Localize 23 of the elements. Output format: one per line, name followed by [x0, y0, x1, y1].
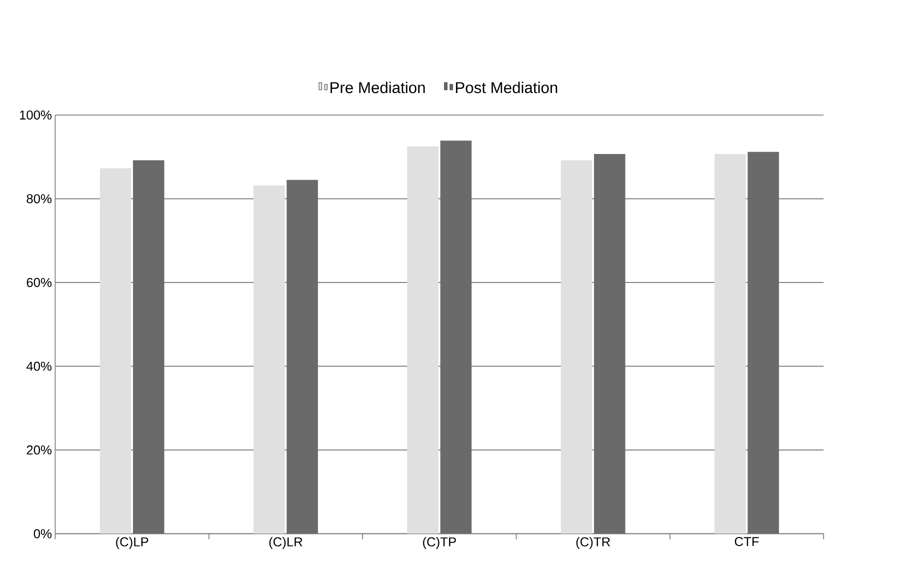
bar	[748, 152, 779, 534]
bar	[132, 160, 164, 534]
bar	[594, 154, 626, 534]
x-tick-label: (C)TP	[423, 536, 456, 549]
legend-label: Post Mediation	[456, 82, 558, 94]
bar	[286, 180, 318, 534]
bar	[440, 140, 472, 534]
y-tick-label: 0%	[34, 528, 52, 538]
bar	[560, 160, 592, 534]
y-tick-label: 20%	[26, 445, 52, 454]
y-tick-label: 40%	[26, 362, 52, 371]
x-tick-label: CTF	[734, 536, 759, 546]
bar	[407, 146, 438, 534]
y-tick-label: 80%	[26, 194, 52, 204]
bar	[254, 185, 285, 534]
y-tick-label: 100%	[20, 110, 52, 120]
x-tick-label: (C)TR	[576, 536, 610, 549]
y-tick-label: 60%	[26, 278, 52, 287]
bar	[100, 168, 132, 534]
x-tick-label: (C)LP	[116, 536, 148, 549]
legend-label: Pre Mediation	[330, 82, 425, 94]
bar	[714, 154, 746, 534]
x-tick-label: (C)LR	[269, 536, 302, 549]
